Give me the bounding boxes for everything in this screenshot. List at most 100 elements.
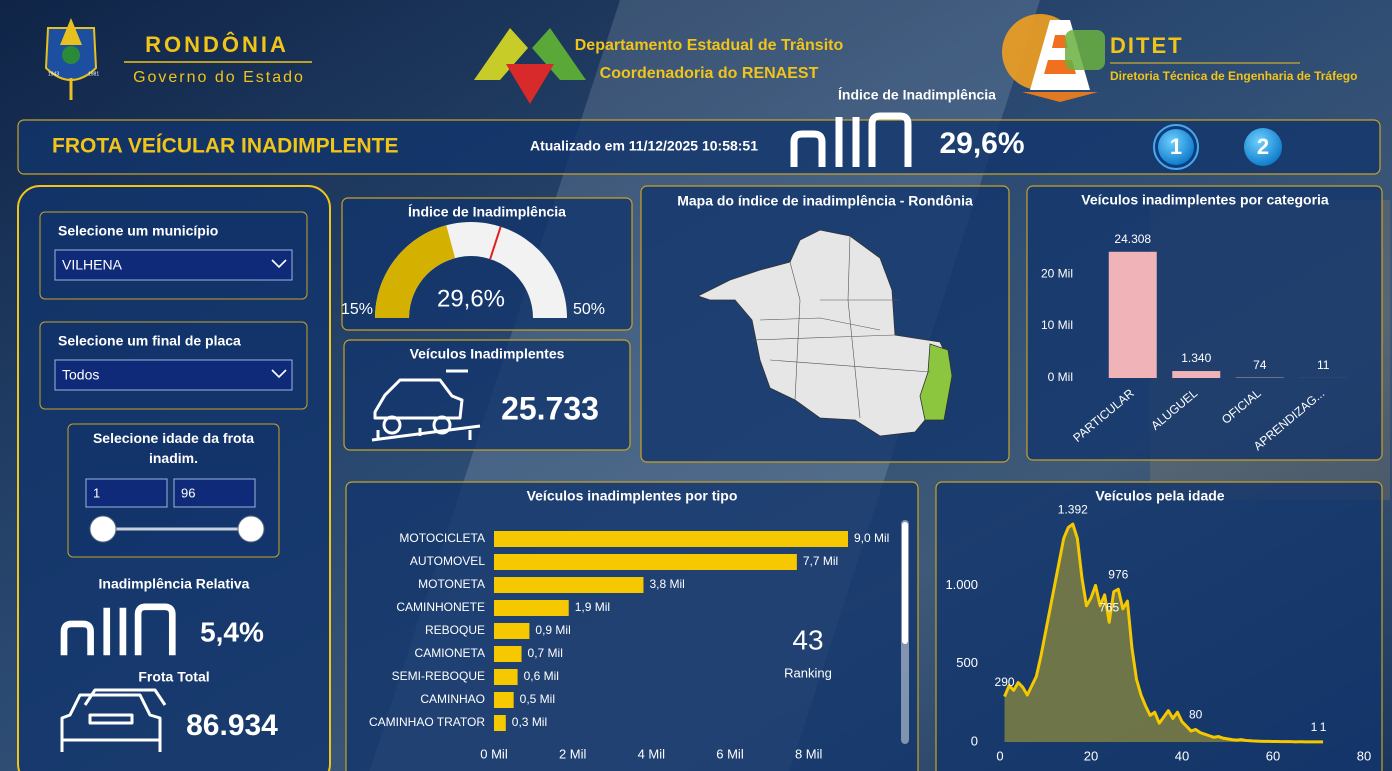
filter-label: Selecione um município bbox=[58, 223, 218, 239]
y-tick-label: 20 Mil bbox=[1041, 266, 1073, 280]
point-value-label: 1 bbox=[1311, 720, 1318, 734]
y-tick-label: SEMI-REBOQUE bbox=[392, 669, 485, 683]
relative-glyph bbox=[60, 603, 176, 656]
slider-thumb[interactable] bbox=[89, 515, 117, 543]
bar-value-label: 1.340 bbox=[1181, 351, 1211, 365]
bar bbox=[494, 692, 514, 708]
bar-value-label: 11 bbox=[1317, 358, 1330, 372]
gauge-value bbox=[375, 225, 456, 318]
panel-title: Veículos inadimplentes por categoria bbox=[1081, 192, 1329, 208]
age-filter-label-box: Selecione idade da frota inadim. bbox=[92, 430, 255, 466]
kpi-value: 86.934 bbox=[186, 709, 278, 742]
input-value[interactable]: 96 bbox=[181, 485, 195, 500]
department: Departamento Estadual de Trânsito bbox=[575, 37, 844, 54]
bar-value-label: 0,9 Mil bbox=[535, 623, 570, 637]
bar-value-label: 9,0 Mil bbox=[854, 531, 889, 545]
gauge-value-label: 29,6% bbox=[437, 285, 505, 312]
index-glyph bbox=[790, 112, 912, 167]
state-map bbox=[696, 229, 953, 437]
bar-value-label: 0,7 Mil bbox=[528, 646, 563, 660]
detran-logo bbox=[474, 28, 586, 104]
gauge-tick-label: 15% bbox=[341, 301, 373, 318]
bar bbox=[494, 623, 530, 639]
y-tick-label: 500 bbox=[956, 655, 978, 670]
page-button-label[interactable]: 1 bbox=[1170, 134, 1182, 159]
line bbox=[1003, 522, 1324, 744]
kpi-label: Frota Total bbox=[138, 669, 209, 685]
category-panel bbox=[1026, 185, 1383, 461]
bar bbox=[494, 600, 569, 616]
kpi-value: 5,4% bbox=[200, 616, 264, 647]
bar-value-label: 3,8 Mil bbox=[649, 577, 684, 591]
input-value[interactable]: 1 bbox=[93, 485, 100, 500]
filter-label: Selecione idade da frota inadim. bbox=[92, 430, 255, 466]
government: Governo do Estado bbox=[133, 69, 305, 86]
age-chart: 0 500 1.000 0 20 40 60 80 290 1.392 765 976 80 1 1 bbox=[945, 502, 1371, 763]
point-value-label: 1.392 bbox=[1058, 502, 1088, 516]
bar-value-label: 24.308 bbox=[1114, 232, 1151, 246]
bar bbox=[494, 669, 518, 685]
emblem-year: 1981 bbox=[88, 71, 99, 77]
bar-value-label: 0,6 Mil bbox=[524, 669, 559, 683]
x-tick-label: 6 Mil bbox=[716, 746, 744, 761]
y-tick-label: MOTOCICLETA bbox=[399, 531, 485, 545]
x-tick-label: 40 bbox=[1175, 748, 1189, 763]
point-value-label: 1 bbox=[1320, 720, 1327, 734]
bar-value-label: 0,3 Mil bbox=[512, 715, 547, 729]
gauge-tick-label: 50% bbox=[573, 301, 605, 318]
bar bbox=[494, 646, 522, 662]
page-button[interactable]: 1 bbox=[1153, 124, 1199, 170]
fleet-icon bbox=[60, 688, 167, 752]
x-tick-label: 2 Mil bbox=[559, 746, 587, 761]
plate-dropdown[interactable]: Todos bbox=[54, 359, 293, 391]
y-tick-label: CAMINHAO TRATOR bbox=[369, 715, 485, 729]
y-tick-label: 10 Mil bbox=[1041, 318, 1073, 332]
scrollbar-thumb[interactable] bbox=[902, 522, 908, 644]
y-tick-label: 0 bbox=[971, 733, 978, 748]
x-tick-label: 0 bbox=[996, 748, 1003, 763]
bar bbox=[494, 531, 848, 547]
point-value-label: 290 bbox=[995, 675, 1015, 689]
y-tick-label: MOTONETA bbox=[418, 577, 485, 591]
y-tick-label: REBOQUE bbox=[425, 623, 485, 637]
bar-value-label: 0,5 Mil bbox=[520, 692, 555, 706]
dropdown-value[interactable]: Todos bbox=[62, 367, 99, 383]
municipality-dropdown[interactable]: VILHENA bbox=[54, 249, 293, 281]
x-tick-label: 80 bbox=[1357, 748, 1371, 763]
y-tick-label: AUTOMOVEL bbox=[410, 554, 485, 568]
bar bbox=[494, 577, 644, 593]
age-min-input[interactable]: 1 bbox=[85, 478, 168, 508]
page-button[interactable]: 2 bbox=[1244, 128, 1282, 166]
y-tick-label: CAMINHAO bbox=[420, 692, 485, 706]
bar bbox=[494, 715, 506, 731]
x-tick-label: 8 Mil bbox=[795, 746, 823, 761]
age-max-input[interactable]: 96 bbox=[173, 478, 256, 508]
title-bar bbox=[17, 119, 1381, 175]
type-chart: 0 Mil 2 Mil 4 Mil 6 Mil 8 Mil MOTOCICLETA 9,0 … bbox=[369, 531, 889, 761]
page-title: FROTA VEÍCULAR INADIMPLENTE bbox=[52, 135, 399, 158]
page-button-label[interactable]: 2 bbox=[1257, 134, 1269, 159]
ranking-value: 43 bbox=[792, 624, 823, 655]
y-tick-label: CAMINHONETE bbox=[396, 600, 485, 614]
panel-title: Índice de Inadimplência bbox=[408, 204, 566, 220]
panel-title: Veículos pela idade bbox=[1095, 488, 1224, 504]
slider-thumb[interactable] bbox=[237, 515, 265, 543]
kpi-value: 25.733 bbox=[501, 390, 599, 426]
bar-value-label: 1,9 Mil bbox=[575, 600, 610, 614]
y-tick-label: CAMIONETA bbox=[415, 646, 485, 660]
gauge: 29,6% 15% 50% bbox=[341, 222, 605, 318]
x-tick-label: 4 Mil bbox=[638, 746, 666, 761]
bar-value-label: 74 bbox=[1253, 358, 1267, 372]
ranking-label: Ranking bbox=[784, 665, 832, 680]
point-value-label: 976 bbox=[1108, 567, 1128, 581]
ditet-logo bbox=[1002, 14, 1105, 102]
dropdown-value[interactable]: VILHENA bbox=[62, 257, 123, 273]
tow-truck-icon bbox=[371, 369, 481, 442]
filter-label: Selecione um final de placa bbox=[58, 333, 241, 349]
x-tick-label: 20 bbox=[1084, 748, 1098, 763]
x-tick-label: 60 bbox=[1266, 748, 1280, 763]
bar bbox=[1108, 251, 1157, 378]
vehicles-panel bbox=[343, 339, 631, 451]
